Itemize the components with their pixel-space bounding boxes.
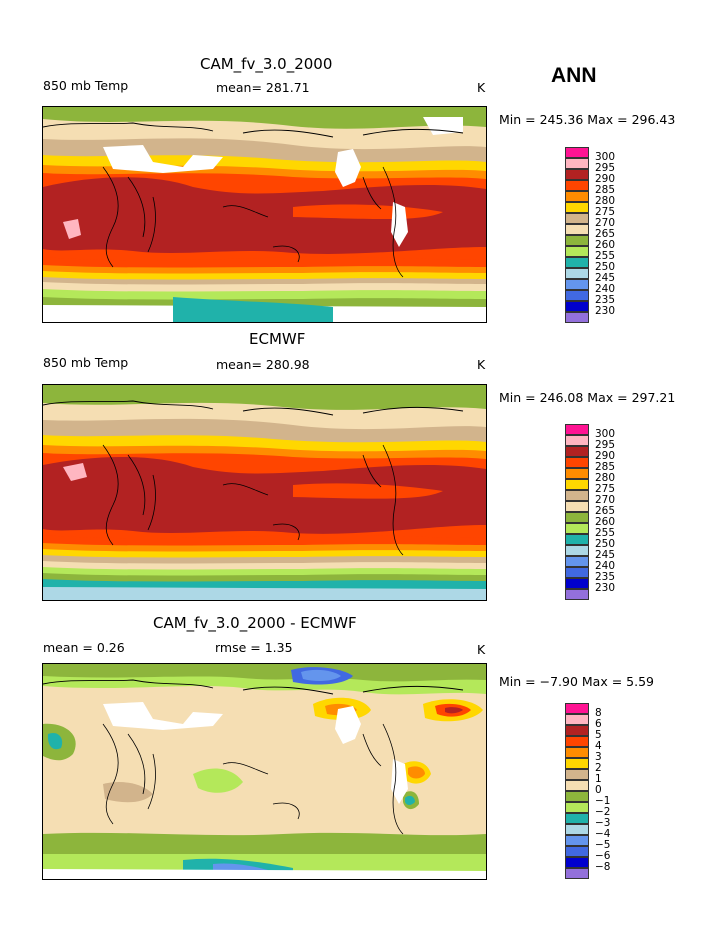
legend-label: 275 (595, 483, 616, 495)
legend-label: 285 (595, 461, 616, 473)
legend-label: 275 (595, 206, 616, 218)
panel3-rmse-label: rmse = 1.35 (215, 640, 293, 655)
legend-label: 245 (595, 549, 616, 561)
legend-label: −1 (595, 795, 611, 807)
legend-label: 2 (595, 762, 602, 774)
legend-label: 295 (595, 162, 616, 174)
legend-label: 235 (595, 571, 616, 583)
legend-label: 230 (595, 582, 616, 594)
legend-label: −4 (595, 828, 611, 840)
panel1-mean-label: mean= 281.71 (216, 80, 310, 95)
panel3-mean-label: mean = 0.26 (43, 640, 125, 655)
legend-label: 250 (595, 261, 616, 273)
panel1-contour-field (43, 107, 486, 322)
legend-label: 300 (595, 428, 616, 440)
legend-label: 270 (595, 217, 616, 229)
legend-label: 290 (595, 173, 616, 185)
legend-label: −3 (595, 817, 611, 829)
panel1-minmax: Min = 245.36 Max = 296.43 (499, 112, 676, 127)
legend-label: 255 (595, 527, 616, 539)
legend-label: 260 (595, 516, 616, 528)
legend-label: 280 (595, 472, 616, 484)
legend-label: −5 (595, 839, 611, 851)
legend-label: 295 (595, 439, 616, 451)
legend-label: 230 (595, 305, 616, 317)
panel2-title: ECMWF (249, 330, 306, 348)
panel1-variable-label: 850 mb Temp (43, 78, 129, 93)
legend-label: 235 (595, 294, 616, 306)
legend-label: 250 (595, 538, 616, 550)
legend-label: 265 (595, 505, 616, 517)
legend-label: 240 (595, 283, 616, 295)
panel2-variable-label: 850 mb Temp (43, 355, 129, 370)
legend-label: 260 (595, 239, 616, 251)
legend-label: 245 (595, 272, 616, 284)
panel3-contour-field (43, 664, 486, 879)
panel3-title: CAM_fv_3.0_2000 - ECMWF (153, 614, 357, 632)
panel3-units: K (477, 642, 486, 657)
panel3-map (42, 663, 487, 880)
legend-label: −2 (595, 806, 611, 818)
legend-label: 255 (595, 250, 616, 262)
legend-label: 290 (595, 450, 616, 462)
legend-label: 5 (595, 729, 602, 741)
panel2-map (42, 384, 487, 601)
legend-label: 8 (595, 707, 602, 719)
legend-label: 285 (595, 184, 616, 196)
legend-label: 265 (595, 228, 616, 240)
legend-label: 270 (595, 494, 616, 506)
panel2-units: K (477, 357, 486, 372)
legend-label: −8 (595, 861, 611, 873)
panel2-contour-field (43, 385, 486, 600)
panel3-minmax: Min = −7.90 Max = 5.59 (499, 674, 654, 689)
legend-label: 3 (595, 751, 602, 763)
legend-label: 4 (595, 740, 602, 752)
legend-label: 0 (595, 784, 602, 796)
panel2-minmax: Min = 246.08 Max = 297.21 (499, 390, 676, 405)
legend-label: 300 (595, 151, 616, 163)
legend-label: 240 (595, 560, 616, 572)
panel1-title: CAM_fv_3.0_2000 (200, 55, 333, 73)
legend-label: 280 (595, 195, 616, 207)
season-label: ANN (551, 64, 597, 87)
legend-label: 6 (595, 718, 602, 730)
legend-label: −6 (595, 850, 611, 862)
panel2-mean-label: mean= 280.98 (216, 357, 310, 372)
panel1-units: K (477, 80, 486, 95)
legend-label: 1 (595, 773, 602, 785)
panel1-map (42, 106, 487, 323)
